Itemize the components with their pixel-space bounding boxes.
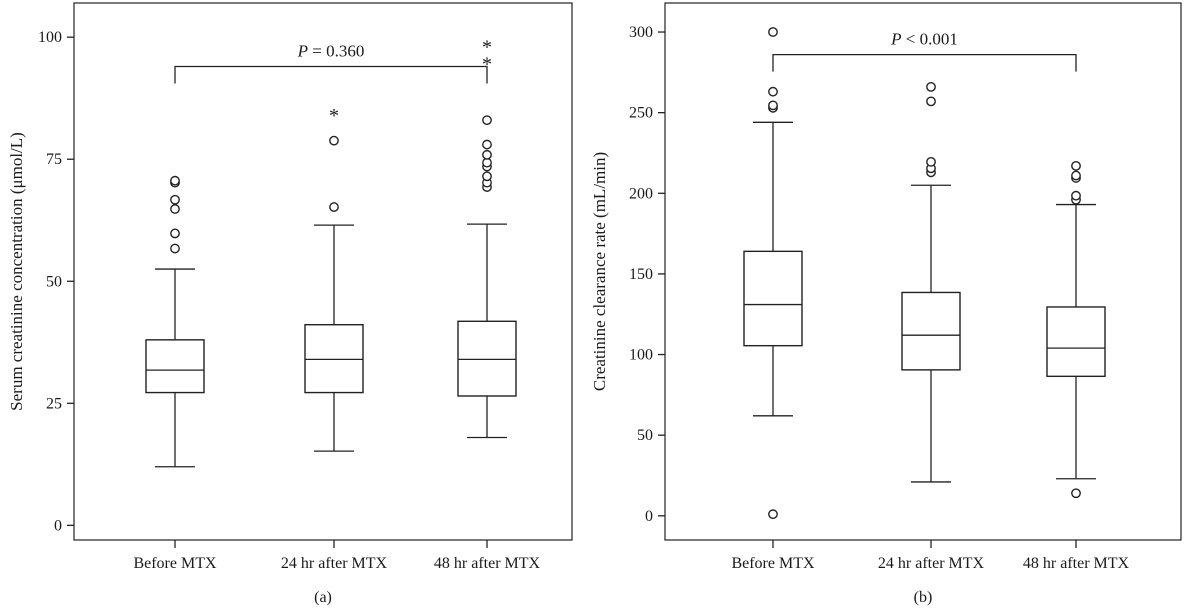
outlier-point: [482, 115, 492, 126]
box-3: **: [457, 36, 517, 439]
y-tick-label: 25: [46, 395, 62, 412]
interquartile-box: [457, 320, 517, 397]
p-value-label: P < 0.001: [890, 30, 958, 49]
outlier-point: [170, 243, 180, 254]
outlier-point: [170, 194, 180, 205]
outlier-point: [1071, 170, 1081, 181]
interquartile-box: [304, 324, 364, 394]
outlier-point: [170, 228, 180, 239]
outlier-point: [329, 202, 339, 212]
y-tick-label: 0: [54, 517, 62, 534]
outlier-point: [170, 204, 180, 214]
interquartile-box: [145, 339, 205, 394]
p-value: < 0.001: [902, 30, 958, 49]
y-tick-label: 100: [629, 347, 653, 364]
outlier-point: [768, 100, 778, 111]
outlier-point: [768, 27, 778, 37]
y-tick-label: 50: [637, 427, 653, 444]
y-tick-label: 300: [629, 24, 653, 41]
bracket-line: [174, 65, 488, 84]
y-tick-label: 150: [629, 266, 653, 283]
box-1: [743, 27, 803, 520]
p-value-label: P = 0.360: [297, 41, 365, 60]
y-axis-label: Creatinine clearance rate (mL/min): [590, 152, 609, 391]
outlier-point: [1071, 488, 1081, 499]
extreme-point: *: [329, 105, 339, 127]
outlier-point: [482, 171, 492, 182]
x-tick-label: 24 hr after MTX: [281, 555, 388, 572]
x-tick-label: 48 hr after MTX: [1023, 555, 1130, 572]
plot-frame: [73, 2, 573, 541]
chart-panel-b: 0 50 100 150 200 250 300 Creatinine clearance r…: [590, 2, 1182, 606]
outlier-point: [482, 139, 492, 150]
outlier-point: [482, 149, 492, 160]
outlier-point: [926, 96, 936, 107]
significance-bracket: P = 0.360: [174, 41, 488, 84]
plot-frame: [664, 2, 1182, 541]
box-1: [145, 175, 205, 468]
outlier-point: [1071, 160, 1081, 171]
y-tick-label: 250: [629, 105, 653, 122]
extreme-point: *: [482, 36, 492, 58]
outlier-point: [926, 81, 936, 92]
interquartile-box: [1046, 306, 1106, 378]
outlier-point: [329, 135, 339, 146]
y-tick-label: 200: [629, 185, 653, 202]
extreme-point: *: [482, 54, 492, 76]
x-tick-label: 48 hr after MTX: [434, 555, 541, 572]
significance-bracket: P < 0.001: [772, 30, 1077, 72]
x-tick-label: Before MTX: [731, 555, 815, 572]
box-3: [1046, 160, 1106, 499]
p-symbol: P: [890, 30, 901, 49]
p-symbol: P: [297, 41, 308, 60]
y-tick-label: 50: [46, 273, 62, 290]
bracket-line: [772, 53, 1077, 72]
x-tick-label: Before MTX: [133, 555, 217, 572]
x-tick-label: 24 hr after MTX: [878, 555, 985, 572]
outlier-point: [170, 175, 180, 186]
interquartile-box: [743, 250, 803, 347]
y-tick-label: 100: [38, 29, 62, 46]
outlier-point: [768, 86, 778, 97]
outlier-point: [926, 156, 936, 167]
box-2: [901, 81, 961, 483]
y-tick-label: 0: [645, 508, 653, 525]
p-value: = 0.360: [308, 41, 364, 60]
panel-caption: (a): [314, 589, 332, 606]
outlier-point: [1071, 190, 1081, 201]
panel-caption: (b): [914, 589, 933, 606]
y-axis-label: Serum creatinine concentration (μmol/L): [7, 132, 26, 411]
chart-panel-a: 0 25 50 75 100 Serum creatinine concentration…: [7, 2, 573, 606]
outlier-point: [768, 509, 778, 520]
box-2: *: [304, 105, 364, 452]
y-tick-label: 75: [46, 151, 62, 168]
interquartile-box: [901, 291, 961, 371]
